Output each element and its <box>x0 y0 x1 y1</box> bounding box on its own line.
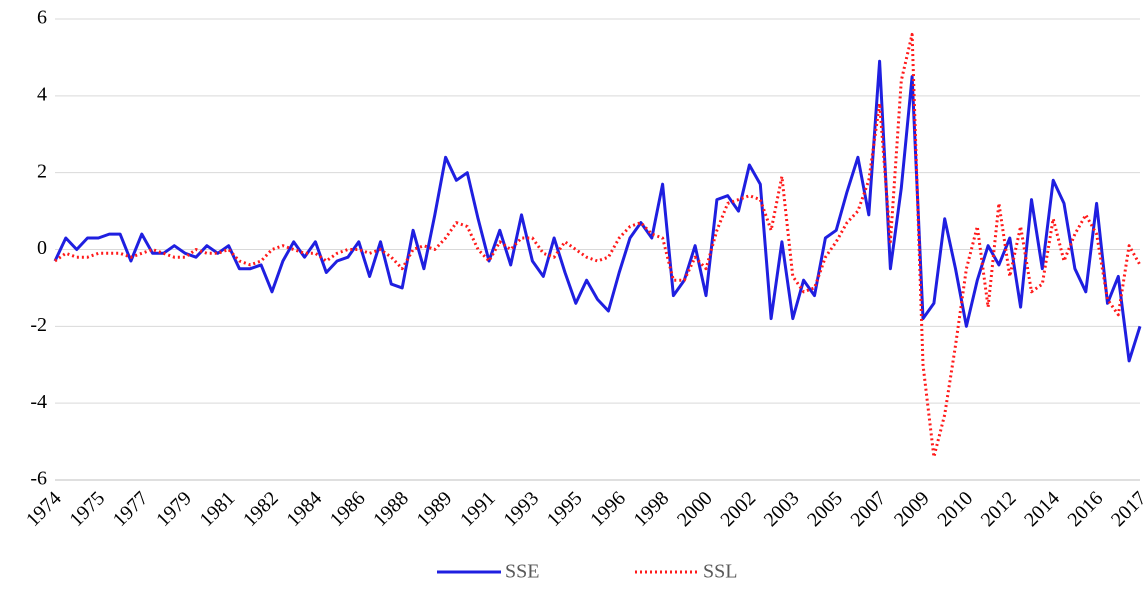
y-tick-label: -2 <box>30 314 47 336</box>
y-tick-label: 0 <box>37 237 47 259</box>
series-line <box>53 59 1142 363</box>
x-tick-label: 1975 <box>65 487 109 531</box>
x-tick-label: 1977 <box>109 487 153 531</box>
x-tick-label: 1984 <box>282 487 326 531</box>
x-tick-label: 2016 <box>1064 487 1108 531</box>
x-tick-label: 2017 <box>1107 487 1146 531</box>
legend-label: SSE <box>505 561 539 583</box>
x-tick-label: 1982 <box>239 487 283 531</box>
x-tick-label: 1996 <box>586 487 630 531</box>
x-tick-label: 1993 <box>499 487 543 531</box>
x-tick-label: 1988 <box>369 487 413 531</box>
x-tick-label: 2014 <box>1020 487 1064 531</box>
y-tick-label: -4 <box>30 391 47 413</box>
series-line <box>54 32 1142 459</box>
x-tick-label: 2010 <box>933 487 977 531</box>
x-tick-label: 2005 <box>803 487 847 531</box>
x-tick-label: 1998 <box>630 487 674 531</box>
x-tick-label: 2012 <box>977 487 1021 531</box>
x-tick-label: 1989 <box>413 487 457 531</box>
x-tick-label: 2009 <box>890 487 934 531</box>
x-tick-label: 1991 <box>456 487 500 531</box>
x-tick-label: 1986 <box>326 487 370 531</box>
x-tick-label: 1981 <box>196 487 240 531</box>
x-tick-label: 2007 <box>847 487 891 531</box>
y-tick-label: 4 <box>37 83 47 105</box>
x-tick-label: 1979 <box>152 487 196 531</box>
legend-label: SSL <box>703 561 737 583</box>
x-tick-label: 1974 <box>22 487 66 531</box>
x-tick-label: 2002 <box>716 487 760 531</box>
y-tick-label: 2 <box>37 160 47 182</box>
y-tick-label: -6 <box>30 468 47 490</box>
y-tick-label: 6 <box>37 7 47 29</box>
x-tick-label: 2000 <box>673 487 717 531</box>
x-tick-label: 1995 <box>543 487 587 531</box>
x-tick-label: 2003 <box>760 487 804 531</box>
